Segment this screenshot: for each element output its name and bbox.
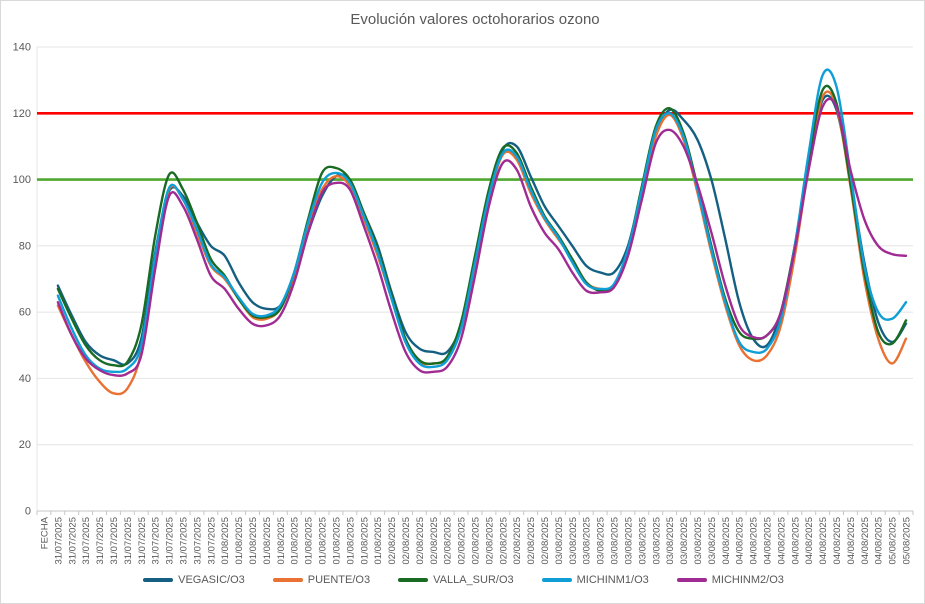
x-axis-label: 01/08/2025 bbox=[345, 517, 356, 565]
y-axis-label-0: 0 bbox=[25, 506, 31, 518]
x-axis-label: 31/07/2025 bbox=[81, 517, 92, 565]
x-axis-label: 04/08/2025 bbox=[735, 517, 746, 565]
x-axis-label: 01/08/2025 bbox=[332, 517, 343, 565]
x-axis-label: 04/08/2025 bbox=[790, 517, 801, 565]
x-axis-label: 31/07/2025 bbox=[53, 517, 64, 565]
x-axis-label: 31/07/2025 bbox=[109, 517, 120, 565]
y-axis-label-40: 40 bbox=[19, 373, 31, 385]
x-axis-label: 31/07/2025 bbox=[206, 517, 217, 565]
x-axis-label: 02/08/2025 bbox=[540, 517, 551, 565]
x-axis-label: 01/08/2025 bbox=[234, 517, 245, 565]
x-axis-label: 31/07/2025 bbox=[179, 517, 190, 565]
x-axis-label: 01/08/2025 bbox=[290, 517, 301, 565]
x-axis-label: 02/08/2025 bbox=[457, 517, 468, 565]
x-axis-label: 03/08/2025 bbox=[610, 517, 621, 565]
x-axis-label: 03/08/2025 bbox=[568, 517, 579, 565]
x-axis-label: 31/07/2025 bbox=[151, 517, 162, 565]
x-axis-label: 04/08/2025 bbox=[832, 517, 843, 565]
x-axis-label: 04/08/2025 bbox=[860, 517, 871, 565]
x-axis-label: 01/08/2025 bbox=[262, 517, 273, 565]
x-axis-label: 01/08/2025 bbox=[359, 517, 370, 565]
legend-swatch bbox=[398, 578, 429, 582]
x-axis-title: FECHA bbox=[40, 516, 51, 549]
x-axis-label: 04/08/2025 bbox=[804, 517, 815, 565]
x-axis-label: 02/08/2025 bbox=[401, 517, 412, 565]
y-axis-label-120: 120 bbox=[13, 108, 31, 120]
legend-label: VEGASIC/O3 bbox=[178, 574, 245, 586]
x-axis-label: 04/08/2025 bbox=[749, 517, 760, 565]
x-axis-label: 02/08/2025 bbox=[429, 517, 440, 565]
x-axis-label: 04/08/2025 bbox=[874, 517, 885, 565]
x-axis-label: 02/08/2025 bbox=[443, 517, 454, 565]
y-axis-label-60: 60 bbox=[19, 307, 31, 319]
x-axis-label: 31/07/2025 bbox=[123, 517, 134, 565]
x-axis-label: 01/08/2025 bbox=[248, 517, 259, 565]
legend-label: MICHINM1/O3 bbox=[576, 574, 649, 586]
x-axis-label: 03/08/2025 bbox=[554, 517, 565, 565]
x-axis-label: 02/08/2025 bbox=[526, 517, 537, 565]
x-axis-label: 02/08/2025 bbox=[387, 517, 398, 565]
x-axis-label: 03/08/2025 bbox=[624, 517, 635, 565]
legend-item-puente-o3[interactable]: PUENTE/O3 bbox=[272, 574, 371, 586]
chart-title[interactable]: Evolución valores octohorarios ozono bbox=[350, 11, 600, 28]
x-axis-label: 31/07/2025 bbox=[137, 517, 148, 565]
x-axis-label: 04/08/2025 bbox=[818, 517, 829, 565]
y-axis-label-80: 80 bbox=[19, 240, 31, 252]
x-axis-label: 05/08/2025 bbox=[888, 517, 899, 565]
x-axis-label: 01/08/2025 bbox=[318, 517, 329, 565]
legend-item-valla-sur-o3[interactable]: VALLA_SUR/O3 bbox=[398, 574, 514, 586]
chart-legend: VEGASIC/O3 PUENTE/O3 VALLA_SUR/O3 MICHINM1/… bbox=[1, 574, 924, 586]
x-axis-label: 03/08/2025 bbox=[651, 517, 662, 565]
x-axis-label: 01/08/2025 bbox=[276, 517, 287, 565]
x-axis-label: 31/07/2025 bbox=[192, 517, 203, 565]
x-axis-label: 04/08/2025 bbox=[776, 517, 787, 565]
x-axis-label: 04/08/2025 bbox=[721, 517, 732, 565]
legend-swatch bbox=[272, 578, 303, 582]
legend-item-vegasic-o3[interactable]: VEGASIC/O3 bbox=[143, 574, 245, 586]
x-axis-label: 01/08/2025 bbox=[373, 517, 384, 565]
x-axis-label: 31/07/2025 bbox=[165, 517, 176, 565]
x-axis-label: 02/08/2025 bbox=[471, 517, 482, 565]
y-axis-label-100: 100 bbox=[13, 174, 31, 186]
x-axis-label: 31/07/2025 bbox=[95, 517, 106, 565]
legend-label: MICHINM2/O3 bbox=[711, 574, 784, 586]
legend-swatch bbox=[676, 578, 707, 582]
x-axis-label: 03/08/2025 bbox=[665, 517, 676, 565]
x-axis-label: 02/08/2025 bbox=[415, 517, 426, 565]
x-axis-label: 02/08/2025 bbox=[484, 517, 495, 565]
series-line-michinm2-o3[interactable] bbox=[56, 97, 908, 377]
y-axis-label-140: 140 bbox=[13, 42, 31, 54]
x-axis-label: 03/08/2025 bbox=[679, 517, 690, 565]
x-axis-label: 02/08/2025 bbox=[512, 517, 523, 565]
legend-swatch bbox=[541, 578, 572, 582]
x-axis-label: 04/08/2025 bbox=[763, 517, 774, 565]
x-axis-label: 03/08/2025 bbox=[582, 517, 593, 565]
series-line-michinm1-o3[interactable] bbox=[56, 68, 908, 374]
legend-item-michinm1-o3[interactable]: MICHINM1/O3 bbox=[541, 574, 649, 586]
legend-label: VALLA_SUR/O3 bbox=[433, 574, 514, 586]
x-axis-label: 01/08/2025 bbox=[304, 517, 315, 565]
legend-item-michinm2-o3[interactable]: MICHINM2/O3 bbox=[676, 574, 784, 586]
x-axis-label: 03/08/2025 bbox=[637, 517, 648, 565]
x-axis-label: 02/08/2025 bbox=[498, 517, 509, 565]
x-axis-label: 03/08/2025 bbox=[693, 517, 704, 565]
x-axis-label: 03/08/2025 bbox=[707, 517, 718, 565]
y-axis-label-20: 20 bbox=[19, 439, 31, 451]
legend-label: PUENTE/O3 bbox=[307, 574, 371, 586]
x-axis-label: 05/08/2025 bbox=[902, 517, 913, 565]
legend-swatch bbox=[143, 578, 174, 582]
x-axis-label: 04/08/2025 bbox=[846, 517, 857, 565]
x-axis-label: 31/07/2025 bbox=[67, 517, 78, 565]
x-axis-label: 01/08/2025 bbox=[220, 517, 231, 565]
x-axis-label: 03/08/2025 bbox=[596, 517, 607, 565]
